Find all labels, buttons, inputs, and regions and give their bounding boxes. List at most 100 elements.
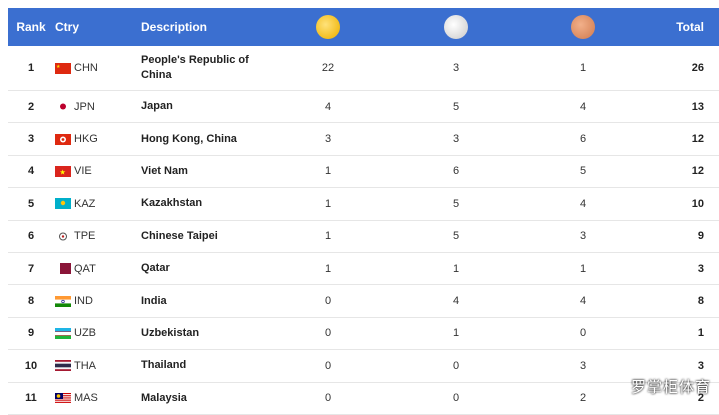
watermark: 罗掌柜体育 (630, 379, 711, 396)
table-row[interactable]: 1 ★ CHN People's Republic of China 22 3 1 26 (8, 46, 719, 91)
china-flag-icon: ★ (55, 62, 71, 74)
total-count: 3 (697, 359, 704, 372)
rank-cell: 6 (27, 230, 35, 243)
table-row[interactable]: 5 KAZ Kazakhstan 1 5 4 10 (8, 188, 719, 221)
japan-flag-icon (55, 101, 71, 113)
table-row[interactable]: 2 JPN Japan 4 5 4 13 (8, 91, 719, 124)
silver-count: 3 (452, 62, 460, 74)
gold-count: 0 (324, 359, 332, 372)
description-cell: People's Republic of China (141, 54, 249, 81)
total-count: 12 (691, 165, 704, 178)
table-row[interactable]: 10 THA Thailand 0 0 3 3 (8, 350, 719, 383)
description-cell: Kazakhstan (141, 197, 203, 210)
bronze-count: 0 (579, 327, 587, 340)
country-code: UZB (74, 327, 96, 340)
description-cell: Thailand (141, 359, 187, 372)
bronze-medal-icon (571, 15, 595, 39)
silver-count: 5 (452, 197, 460, 210)
gold-count: 0 (324, 327, 332, 340)
header-gold[interactable] (298, 8, 358, 46)
rank-cell: 2 (27, 100, 35, 113)
bronze-count: 4 (579, 100, 587, 113)
rank-cell: 11 (25, 392, 37, 405)
country-code: JPN (74, 100, 95, 113)
description-cell: Uzbekistan (141, 326, 200, 339)
rank-cell: 3 (27, 133, 35, 146)
description-cell: Malaysia (141, 391, 187, 404)
silver-count: 4 (452, 295, 460, 308)
silver-medal-icon (444, 15, 468, 39)
table-row[interactable]: 8 IND India 0 4 4 8 (8, 285, 719, 318)
hong-kong-flag-icon (55, 133, 71, 145)
description-cell: Viet Nam (141, 164, 188, 177)
table-header: Rank Ctry Description Total (8, 8, 719, 46)
country-cell: IND (55, 285, 135, 316)
total-count: 3 (697, 262, 704, 275)
bronze-count: 4 (579, 295, 587, 308)
country-code: THA (74, 359, 96, 372)
gold-count: 3 (324, 133, 332, 146)
country-code: VIE (74, 165, 92, 178)
header-description[interactable]: Description (141, 20, 208, 34)
table-row[interactable]: 9 UZB Uzbekistan 0 1 0 1 (8, 318, 719, 351)
header-total[interactable]: Total (676, 20, 704, 34)
country-cell: KAZ (55, 188, 135, 219)
country-cell: JPN (55, 91, 135, 122)
country-cell: ★ CHN (55, 46, 135, 90)
total-count: 2 (697, 392, 704, 405)
rank-cell: 1 (27, 62, 35, 74)
description-cell: Hong Kong, China (141, 132, 237, 145)
rank-cell: 8 (27, 295, 35, 308)
country-cell: UZB (55, 318, 135, 349)
country-cell: MAS (55, 383, 135, 414)
description-cell: India (141, 294, 167, 307)
country-code: MAS (74, 392, 98, 405)
bronze-count: 3 (579, 230, 587, 243)
svg-text:★: ★ (56, 64, 61, 70)
description-cell: Qatar (141, 262, 170, 275)
bronze-count: 3 (579, 359, 587, 372)
gold-medal-icon (316, 15, 340, 39)
table-body: 1 ★ CHN People's Republic of China 2 2 3 1 2 6 2 JP… (8, 46, 719, 415)
header-ctry[interactable]: Ctry (55, 20, 80, 34)
uzbekistan-flag-icon (55, 327, 71, 339)
rank-cell: 5 (27, 197, 35, 210)
total-count: 10 (691, 197, 704, 210)
gold-count: 1 (324, 165, 332, 178)
header-rank[interactable]: Rank (16, 20, 46, 34)
silver-count: 1 (452, 262, 460, 275)
gold-count: 1 (324, 197, 332, 210)
table-row[interactable]: 7 QAT Qatar 1 1 1 3 (8, 253, 719, 286)
header-silver[interactable] (426, 8, 486, 46)
country-cell: HKG (55, 123, 135, 154)
thailand-flag-icon (55, 360, 71, 372)
table-row[interactable]: 6 TPE Chinese Taipei 1 5 3 9 (8, 221, 719, 253)
bronze-count: 6 (579, 133, 587, 146)
country-code: HKG (74, 133, 98, 146)
silver-count: 6 (452, 165, 460, 178)
total-count: 12 (691, 133, 704, 146)
total-count: 1 (697, 327, 704, 340)
country-code: IND (74, 295, 93, 308)
silver-count: 5 (452, 230, 460, 243)
table-row[interactable]: 4 ★ VIE Viet Nam 1 6 5 12 (8, 156, 719, 189)
vietnam-flag-icon: ★ (55, 165, 71, 177)
country-cell: QAT (55, 253, 135, 284)
table-row[interactable]: 11 MAS Malaysia 0 0 2 2 (8, 383, 719, 415)
silver-count: 5 (452, 100, 460, 113)
header-bronze[interactable] (553, 8, 613, 46)
table-row[interactable]: 3 HKG Hong Kong, China 3 3 6 12 (8, 123, 719, 156)
gold-count: 4 (324, 100, 332, 113)
country-code: QAT (74, 262, 96, 275)
description-cell: Chinese Taipei (141, 229, 218, 242)
rank-cell: 10 (24, 359, 38, 372)
chinese-taipei-flag-icon (55, 230, 71, 242)
rank-cell: 9 (27, 327, 35, 340)
bronze-count: 1 (579, 62, 587, 74)
gold-count: 0 (324, 392, 332, 405)
bronze-count: 2 (579, 392, 587, 405)
kazakhstan-flag-icon (55, 198, 71, 210)
medal-table: Rank Ctry Description Total 1 ★ CHN People'… (8, 8, 719, 415)
rank-cell: 7 (27, 262, 35, 275)
silver-count: 3 (452, 133, 460, 146)
